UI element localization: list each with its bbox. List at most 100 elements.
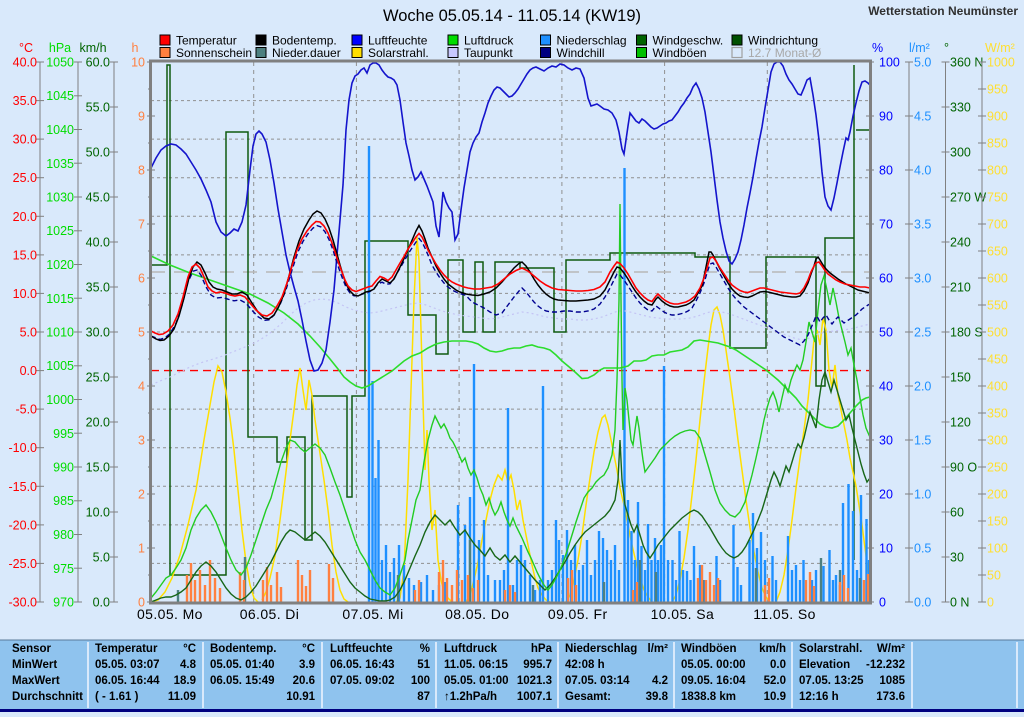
svg-text:1007.1: 1007.1 [517,691,553,703]
svg-text:3.5: 3.5 [914,218,931,232]
svg-text:10.0: 10.0 [86,506,110,520]
svg-text:330: 330 [950,101,971,115]
svg-text:240: 240 [950,236,971,250]
svg-text:-25.0: -25.0 [9,557,38,571]
svg-text:-10.0: -10.0 [9,441,38,455]
svg-text:40: 40 [879,380,893,394]
svg-text:60.0: 60.0 [86,56,110,70]
svg-text:0: 0 [987,596,994,610]
svg-text:0.0: 0.0 [93,596,110,610]
svg-text:05.05. 01:00: 05.05. 01:00 [444,675,509,687]
svg-text:06.05. 15:49: 06.05. 15:49 [210,675,275,687]
svg-text:18.9: 18.9 [174,675,196,687]
svg-text:-20.0: -20.0 [9,518,38,532]
svg-text:39.8: 39.8 [646,691,669,703]
svg-text:10.91: 10.91 [286,691,315,703]
svg-text:10.05. Sa: 10.05. Sa [651,606,715,622]
svg-text:20.0: 20.0 [86,416,110,430]
svg-text:35.0: 35.0 [86,281,110,295]
svg-text:3.9: 3.9 [299,659,315,671]
svg-text:1: 1 [138,542,145,556]
svg-text:30: 30 [950,551,964,565]
svg-text:150: 150 [950,371,971,385]
svg-text:1020: 1020 [46,258,74,272]
svg-text:4: 4 [138,380,145,394]
svg-text:Windrichtung: Windrichtung [748,34,818,48]
svg-text:30: 30 [879,434,893,448]
svg-text:09.05. Fr: 09.05. Fr [548,606,608,622]
svg-text:900: 900 [987,110,1008,124]
svg-text:Luftfeuchte: Luftfeuchte [368,34,428,48]
svg-text:1021.3: 1021.3 [517,675,552,687]
svg-text:350: 350 [987,407,1008,421]
svg-text:11.09: 11.09 [168,691,196,703]
svg-text:50: 50 [987,569,1001,583]
svg-text:Niederschlag: Niederschlag [557,34,627,48]
svg-text:10.0: 10.0 [13,287,37,301]
svg-text:12:16 h: 12:16 h [799,691,839,703]
svg-text:0: 0 [138,596,145,610]
svg-text:1.0: 1.0 [914,488,931,502]
svg-text:0 N: 0 N [950,596,969,610]
svg-text:0.0: 0.0 [914,596,931,610]
svg-text:°: ° [944,41,949,55]
svg-text:5.0: 5.0 [20,326,37,340]
svg-text:06.05. 16:43: 06.05. 16:43 [330,659,395,671]
svg-text:1838.8 km: 1838.8 km [681,691,736,703]
svg-text:Solarstrahl.: Solarstrahl. [368,46,429,60]
svg-text:600: 600 [987,272,1008,286]
svg-text:173.6: 173.6 [876,691,905,703]
svg-text:Taupunkt: Taupunkt [464,46,513,60]
svg-text:60: 60 [950,506,964,520]
svg-text:Sensor: Sensor [12,643,52,655]
svg-text:40.0: 40.0 [13,56,37,70]
svg-text:l/m²: l/m² [648,643,669,655]
svg-text:11.05. 06:15: 11.05. 06:15 [444,659,509,671]
svg-text:60: 60 [879,272,893,286]
svg-text:15.0: 15.0 [13,248,37,262]
svg-text:970: 970 [53,596,74,610]
svg-text:5: 5 [138,326,145,340]
svg-text:( - 1.61 ): ( - 1.61 ) [95,691,139,703]
svg-text:50: 50 [879,326,893,340]
svg-text:20.6: 20.6 [293,675,315,687]
svg-text:100: 100 [987,542,1008,556]
svg-text:Niederschlag: Niederschlag [565,643,637,655]
svg-text:550: 550 [987,299,1008,313]
svg-text:1035: 1035 [46,157,74,171]
svg-text:360 N: 360 N [950,56,983,70]
svg-text:06.05. 16:44: 06.05. 16:44 [95,675,160,687]
svg-text:7: 7 [138,218,145,232]
svg-text:-30.0: -30.0 [9,596,38,610]
svg-text:0: 0 [879,596,886,610]
svg-text:950: 950 [987,83,1008,97]
svg-text:h: h [132,41,139,55]
svg-text:975: 975 [53,562,74,576]
svg-text:Windchill: Windchill [557,46,605,60]
svg-text:08.05. Do: 08.05. Do [445,606,509,622]
svg-text:30.0: 30.0 [86,326,110,340]
svg-text:Luftdruck: Luftdruck [444,643,498,655]
svg-text:Windböen: Windböen [681,643,736,655]
svg-text:300: 300 [987,434,1008,448]
svg-text:5.0: 5.0 [914,56,931,70]
svg-text:1085: 1085 [879,675,905,687]
svg-text:09.05. 16:04: 09.05. 16:04 [681,675,746,687]
svg-text:1045: 1045 [46,89,74,103]
svg-text:650: 650 [987,245,1008,259]
svg-text:20: 20 [879,488,893,502]
svg-text:10: 10 [879,542,893,556]
svg-text:1000: 1000 [987,56,1015,70]
svg-text:Bodentemp.: Bodentemp. [272,34,337,48]
svg-text:20.0: 20.0 [13,210,37,224]
svg-text:Nieder.dauer: Nieder.dauer [272,46,341,60]
svg-text:Luftdruck: Luftdruck [464,34,514,48]
svg-text:Sonnenschein: Sonnenschein [176,46,252,60]
svg-text:45.0: 45.0 [86,191,110,205]
svg-text:180 S: 180 S [950,326,983,340]
svg-text:Wetterstation Neumünster: Wetterstation Neumünster [868,4,1018,18]
svg-text:4.2: 4.2 [652,675,668,687]
svg-text:995.7: 995.7 [523,659,552,671]
svg-text:10: 10 [131,56,145,70]
svg-text:W/m²: W/m² [877,643,905,655]
